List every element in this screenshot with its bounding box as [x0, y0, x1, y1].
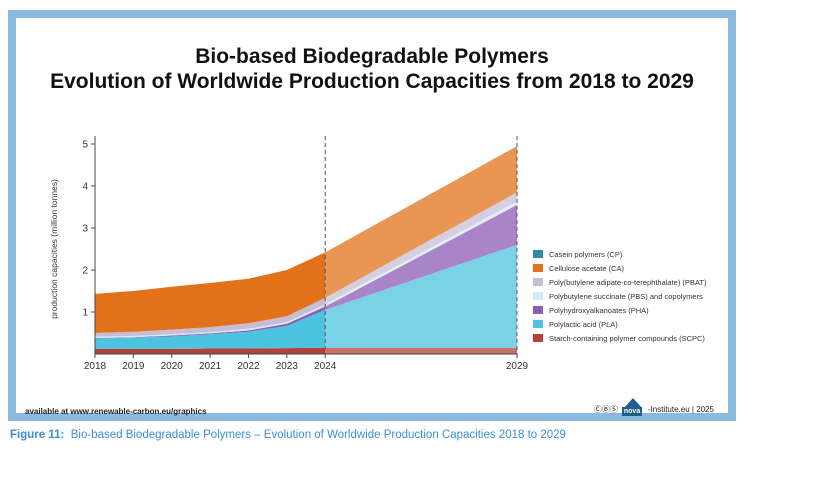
legend-label: Cellulose acetate (CA) [549, 263, 625, 273]
area-series-3-forecast [325, 201, 517, 307]
legend-swatch [533, 264, 543, 272]
y-tick-label: 4 [82, 182, 88, 193]
area-series-0-historic [95, 347, 326, 354]
area-series-2-forecast [325, 204, 517, 310]
legend-swatch [533, 250, 543, 258]
legend-swatch [533, 306, 543, 314]
x-tick-label: 2023 [276, 361, 299, 372]
figure-panel: Bio-based Biodegradable Polymers Evoluti… [16, 18, 728, 416]
area-series-4-forecast [325, 192, 517, 305]
x-tick-label: 2020 [161, 361, 184, 372]
legend-swatch [533, 292, 543, 300]
x-tick-label: 2021 [199, 361, 222, 372]
legend-item: Starch-containing polymer compounds (SCP… [533, 331, 706, 345]
publisher-credit: ⒸⒷⓈ nova -Institute.eu | 2025 [593, 398, 714, 416]
x-tick-label: 2024 [314, 361, 337, 372]
legend-item: Polybutylene succinate (PBS) and copolym… [533, 289, 706, 303]
figure-caption: Figure 11: Bio-based Biodegradable Polym… [10, 429, 566, 441]
chart-plot: 1 2 3 4 5 2018 2019 2020 2021 2022 2023 2024 2029 pro… [49, 136, 529, 372]
legend-swatch [533, 320, 543, 328]
area-series-1-historic [95, 309, 326, 349]
x-tick-label: 2018 [84, 361, 107, 372]
legend-item: Cellulose acetate (CA) [533, 261, 706, 275]
caption-label: Figure 11: [10, 429, 65, 441]
x-tick-label: 2029 [506, 361, 529, 372]
logo-text: nova [621, 407, 643, 416]
area-series-1-forecast [325, 244, 517, 348]
y-tick-label: 3 [82, 224, 88, 235]
x-tick-label: 2022 [237, 361, 260, 372]
area-series-4-historic [95, 297, 326, 337]
legend-item: Polyhydroxyalkanoates (PHA) [533, 303, 706, 317]
source-note: available at www.renewable-carbon.eu/gra… [25, 407, 207, 416]
publisher-text: -Institute.eu | 2025 [647, 404, 714, 414]
area-series-5-forecast [325, 146, 517, 298]
legend-item: Polylactic acid (PLA) [533, 317, 706, 331]
legend-swatch [533, 278, 543, 286]
legend-label: Polylactic acid (PLA) [549, 319, 618, 329]
chart-legend: Casein polymers (CP) Cellulose acetate (C… [533, 247, 706, 345]
legend-label: Polyhydroxyalkanoates (PHA) [549, 305, 649, 315]
legend-label: Polybutylene succinate (PBS) and copolym… [549, 291, 703, 301]
y-tick-label: 2 [82, 266, 88, 277]
nova-logo-icon: nova [621, 398, 644, 416]
y-axis-label: production capacities (million tonnes) [49, 179, 59, 319]
legend-label: Casein polymers (CP) [549, 249, 623, 259]
legend-label: Starch-containing polymer compounds (SCP… [549, 333, 705, 343]
legend-swatch [533, 334, 543, 342]
x-tick-label: 2019 [122, 361, 145, 372]
chart-title: Bio-based Biodegradable Polymers [195, 45, 549, 68]
area-series-5-historic [95, 252, 326, 333]
legend-item: Casein polymers (CP) [533, 247, 706, 261]
legend-label: Poly(butylene adipate-co-terephthalate) … [549, 277, 707, 287]
license-icon: ⒸⒷⓈ [593, 404, 618, 414]
caption-text: Bio-based Biodegradable Polymers – Evolu… [70, 429, 566, 441]
chart-subtitle: Evolution of Worldwide Production Capaci… [50, 70, 694, 93]
figure-frame: Bio-based Biodegradable Polymers Evoluti… [8, 10, 736, 421]
legend-item: Poly(butylene adipate-co-terephthalate) … [533, 275, 706, 289]
y-tick-label: 1 [82, 308, 88, 319]
area-series-0-forecast [325, 347, 517, 354]
y-tick-label: 5 [82, 140, 88, 151]
